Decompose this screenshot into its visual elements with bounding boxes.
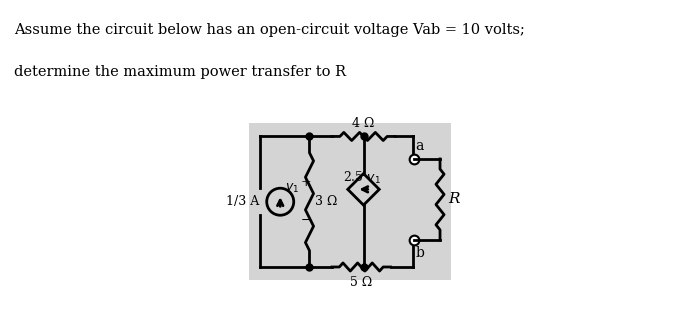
Text: a: a bbox=[415, 139, 424, 153]
Text: $v_1$: $v_1$ bbox=[285, 182, 300, 195]
Text: 2.5 $v_1$: 2.5 $v_1$ bbox=[344, 170, 382, 186]
FancyBboxPatch shape bbox=[248, 123, 452, 281]
Text: 4 Ω: 4 Ω bbox=[352, 117, 375, 130]
Text: +: + bbox=[301, 176, 312, 189]
Text: 3 Ω: 3 Ω bbox=[315, 195, 337, 208]
Text: Assume the circuit below has an open-circuit voltage Vab = 10 volts;: Assume the circuit below has an open-cir… bbox=[14, 23, 525, 37]
Text: b: b bbox=[415, 246, 424, 260]
Text: 1/3 A: 1/3 A bbox=[225, 195, 259, 208]
Text: −: − bbox=[301, 215, 312, 227]
Text: 5 Ω: 5 Ω bbox=[350, 276, 372, 289]
Text: R: R bbox=[448, 193, 459, 206]
Text: determine the maximum power transfer to R: determine the maximum power transfer to … bbox=[14, 65, 346, 79]
